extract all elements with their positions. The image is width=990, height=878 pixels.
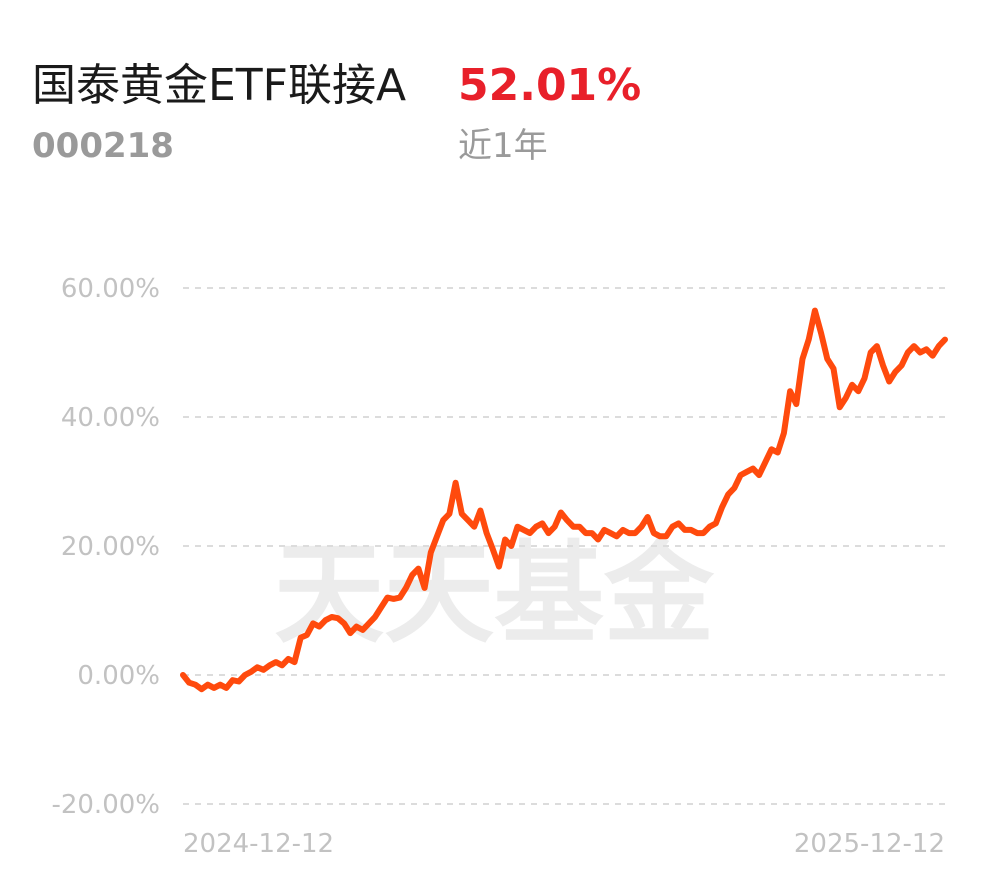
period-label: 近1年 <box>458 126 548 166</box>
x-tick-label: 2025-12-12 <box>794 829 945 859</box>
y-tick-label: 40.00% <box>61 403 160 433</box>
fund-return: 52.01% <box>458 60 642 111</box>
return-line <box>180 307 948 693</box>
y-tick-label: 20.00% <box>61 532 160 562</box>
y-tick-label: 60.00% <box>61 274 160 304</box>
fund-code: 000218 <box>32 126 174 166</box>
x-axis: 2024-12-12 2025-12-12 <box>183 829 945 859</box>
y-axis: 60.00% 40.00% 20.00% 0.00% -20.00% <box>51 274 160 820</box>
x-tick-label: 2024-12-12 <box>183 829 334 859</box>
y-tick-label: -20.00% <box>51 790 160 820</box>
y-tick-label: 0.00% <box>77 661 160 691</box>
fund-name: 国泰黄金ETF联接A <box>32 60 407 111</box>
